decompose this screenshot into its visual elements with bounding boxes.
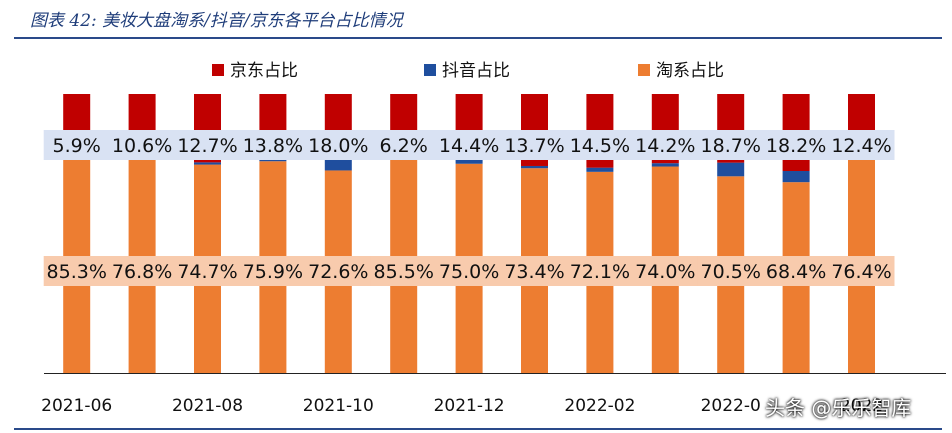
bar-douyin-2022-03 [651, 163, 679, 167]
label-bg-jd-2021-09 [239, 130, 306, 160]
bar-jd-2021-11 [390, 94, 418, 135]
x-tick-label-2022-02: 2022-02 [564, 396, 635, 416]
data-label-jd-2021-11: 6.2% [380, 135, 428, 157]
label-bg-taobao-2022-06 [828, 256, 895, 286]
data-label-jd-2022-03: 14.2% [635, 135, 695, 157]
title-rule [14, 37, 942, 39]
bar-taobao-2021-11 [390, 134, 418, 373]
label-bg-taobao-2021-12 [436, 256, 503, 286]
data-label-taobao-2022-06: 76.4% [831, 261, 891, 283]
bar-douyin-2022-02 [586, 167, 614, 172]
label-bg-taobao-2022-05 [763, 256, 830, 286]
data-label-jd-2022-05: 18.2% [766, 135, 826, 157]
label-bg-jd-2021-11 [370, 130, 437, 160]
data-label-taobao-2022-02: 72.1% [570, 261, 630, 283]
data-label-taobao-2021-09: 75.9% [243, 261, 303, 283]
label-bg-jd-2022-05 [763, 130, 830, 160]
label-bg-jd-2022-06 [828, 130, 895, 160]
label-bg-jd-2021-12 [436, 130, 503, 160]
data-label-jd-2022-04: 18.7% [701, 135, 761, 157]
label-bg-jd-2021-10 [305, 130, 372, 160]
data-label-jd-2021-07: 10.6% [112, 135, 172, 157]
label-bg-taobao-2022-04 [697, 256, 764, 286]
data-label-taobao-2022-01: 73.4% [504, 261, 564, 283]
label-bg-jd-2021-08 [174, 130, 241, 160]
bar-jd-2021-06 [63, 94, 91, 136]
label-bg-jd-2021-06 [43, 130, 110, 160]
data-label-taobao-2022-04: 70.5% [701, 261, 761, 283]
legend-swatch-jd [212, 64, 224, 76]
legend-label-jd: 京东占比 [230, 61, 298, 81]
data-label-taobao-2021-12: 75.0% [439, 261, 499, 283]
x-tick-label-2021-12: 2021-12 [434, 396, 505, 416]
data-label-taobao-2022-03: 74.0% [635, 261, 695, 283]
x-tick-label-2022-04: 2022-0 [701, 396, 761, 416]
data-label-jd-2022-02: 14.5% [570, 135, 630, 157]
bar-taobao-2021-06 [63, 135, 91, 373]
label-bg-taobao-2021-06 [43, 256, 110, 286]
data-label-jd-2021-06: 5.9% [53, 135, 101, 157]
data-label-jd-2021-08: 12.7% [177, 135, 237, 157]
label-bg-taobao-2022-01 [501, 256, 568, 286]
data-label-taobao-2021-10: 72.6% [308, 261, 368, 283]
data-label-taobao-2021-07: 76.8% [112, 261, 172, 283]
figure-title: 图表 42: 美妆大盘淘系/抖音/京东各平台占比情况 [30, 11, 403, 31]
x-tick-label-2022-06: 2022 [840, 396, 883, 416]
data-label-taobao-2021-11: 85.5% [374, 261, 434, 283]
label-bg-taobao-2021-10 [305, 256, 372, 286]
watermark: 头条 @乐乐智库 [765, 396, 912, 420]
bar-douyin-2021-12 [455, 159, 483, 164]
label-bg-jd-2022-03 [632, 130, 699, 160]
label-bg-jd-2022-01 [501, 130, 568, 160]
label-bg-taobao-2022-02 [566, 256, 633, 286]
label-bg-taobao-2022-03 [632, 256, 699, 286]
label-bg-jd-2022-04 [697, 130, 764, 160]
data-label-jd-2021-12: 14.4% [439, 135, 499, 157]
data-label-taobao-2022-05: 68.4% [766, 261, 826, 283]
bar-douyin-2022-04 [717, 162, 745, 177]
x-tick-label-2021-08: 2021-08 [172, 396, 243, 416]
data-label-jd-2022-06: 12.4% [831, 135, 891, 157]
data-label-jd-2021-10: 18.0% [308, 135, 368, 157]
bottom-rule [14, 428, 942, 430]
data-label-taobao-2021-08: 74.7% [177, 261, 237, 283]
label-bg-jd-2022-02 [566, 130, 633, 160]
legend-label-taobao: 淘系占比 [656, 61, 724, 81]
x-tick-label-2021-06: 2021-06 [41, 396, 112, 416]
bar-douyin-2021-08 [194, 162, 221, 165]
label-bg-taobao-2021-08 [174, 256, 241, 286]
bar-douyin-2022-01 [521, 165, 548, 169]
label-bg-taobao-2021-07 [109, 256, 176, 286]
data-label-jd-2022-01: 13.7% [504, 135, 564, 157]
x-tick-label-2021-10: 2021-10 [303, 396, 374, 416]
label-bg-taobao-2021-09 [239, 256, 306, 286]
legend-label-douyin: 抖音占比 [442, 61, 510, 81]
data-label-jd-2021-09: 13.8% [243, 135, 303, 157]
data-label-taobao-2021-06: 85.3% [47, 261, 107, 283]
bar-douyin-2022-05 [782, 171, 810, 183]
legend-swatch-taobao [638, 64, 650, 76]
legend-swatch-douyin [424, 64, 436, 76]
label-bg-taobao-2021-11 [370, 256, 437, 286]
label-bg-jd-2021-07 [109, 130, 176, 160]
